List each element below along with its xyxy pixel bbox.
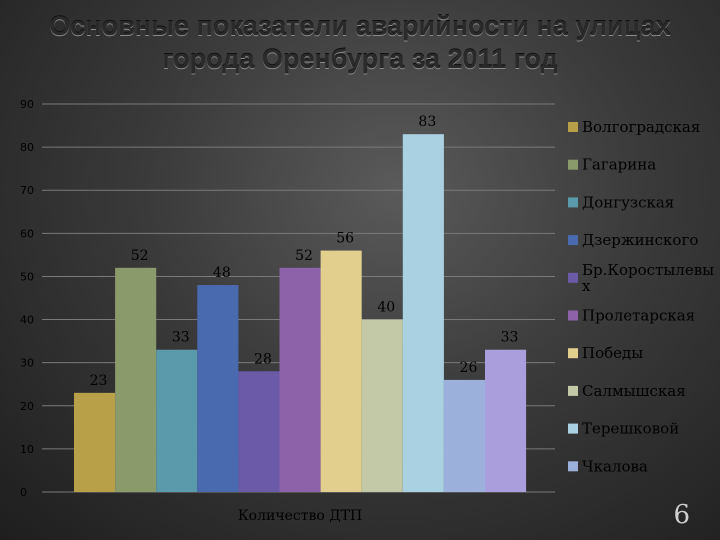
legend-swatch <box>568 122 578 132</box>
data-label: 56 <box>336 231 354 247</box>
bar <box>156 349 198 492</box>
y-tick-label: 30 <box>20 357 34 370</box>
chart-title: Основные показатели аварийности на улица… <box>0 10 720 76</box>
y-tick-label: 0 <box>20 486 27 499</box>
title-line-2: города Оренбурга за 2011 год <box>162 44 558 74</box>
legend-swatch <box>568 423 578 434</box>
legend-swatch <box>568 310 578 321</box>
y-tick-label: 10 <box>20 443 34 456</box>
legend-label: Волгоградская <box>582 118 700 136</box>
legend-label: Чкалова <box>582 457 648 475</box>
bar <box>279 267 321 492</box>
legend-label: Дзержинского <box>582 231 698 249</box>
legend-swatch <box>568 348 578 359</box>
legend-label: Бр.Коростылевы х <box>582 261 714 295</box>
data-label: 52 <box>131 248 149 264</box>
bar <box>320 250 362 492</box>
data-label: 26 <box>460 360 478 376</box>
legend-swatch <box>568 272 578 283</box>
bar <box>197 285 239 492</box>
bar <box>443 379 485 492</box>
legend-swatch <box>568 159 578 170</box>
legend-label: Терешковой <box>582 420 679 438</box>
page-number: 6 <box>673 500 690 530</box>
x-axis-label: Количество ДТП <box>238 508 362 524</box>
y-tick-label: 20 <box>20 400 34 413</box>
data-label: 52 <box>295 248 313 264</box>
data-label: 23 <box>90 373 108 389</box>
data-label: 83 <box>418 114 436 130</box>
bar <box>485 349 527 492</box>
bar <box>402 134 444 492</box>
legend-swatch <box>568 461 578 472</box>
data-label: 48 <box>213 265 231 281</box>
data-label: 28 <box>254 351 272 367</box>
data-label: 33 <box>172 330 190 346</box>
bar <box>74 392 116 492</box>
legend-swatch <box>568 385 578 396</box>
data-label: 40 <box>377 300 395 316</box>
legend-label: Салмышская <box>582 382 686 400</box>
bar <box>115 267 157 492</box>
title-line-1: Основные показатели аварийности на улица… <box>49 11 671 41</box>
y-tick-label: 80 <box>20 141 34 154</box>
legend-swatch <box>568 235 578 246</box>
y-tick-label: 60 <box>20 227 34 240</box>
y-tick-label: 50 <box>20 270 34 283</box>
y-tick-label: 40 <box>20 314 34 327</box>
data-label: 33 <box>501 330 519 346</box>
y-tick-label: 90 <box>20 98 34 111</box>
bar <box>361 319 403 492</box>
legend-swatch <box>568 197 578 208</box>
legend-label: Гагарина <box>582 156 656 174</box>
legend-label: Пролетарская <box>582 307 695 325</box>
legend-label: Победы <box>582 344 643 362</box>
y-tick-label: 70 <box>20 184 34 197</box>
legend-label: Донгузская <box>582 193 674 211</box>
bar <box>238 371 280 492</box>
